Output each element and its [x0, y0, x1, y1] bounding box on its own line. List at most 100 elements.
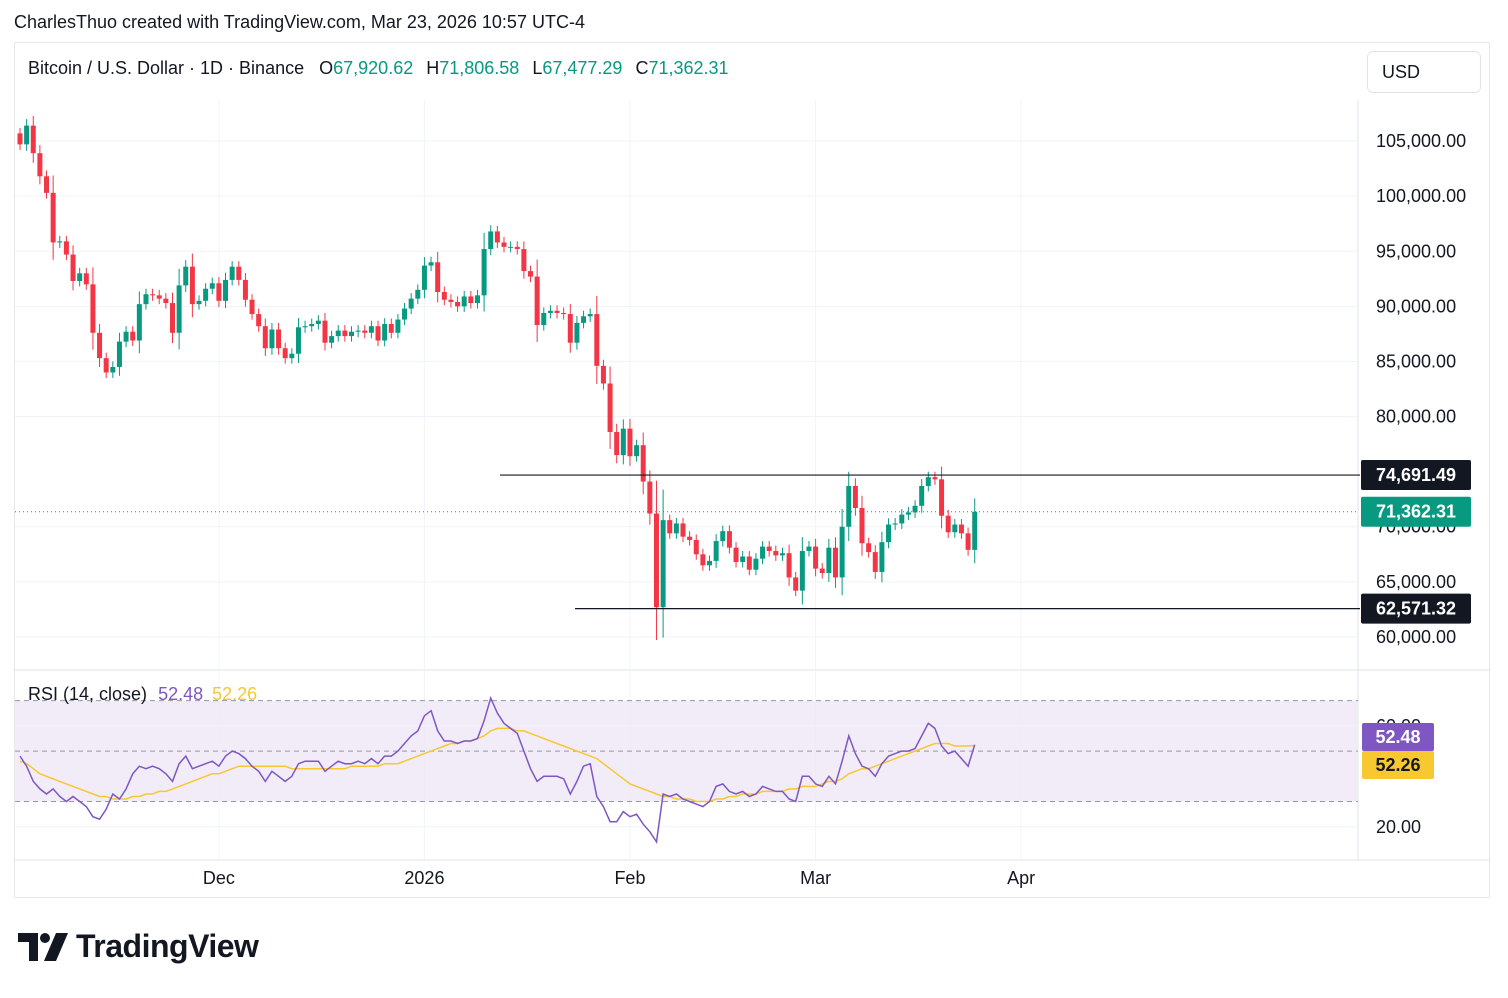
candle-body: [349, 331, 354, 337]
time-axis-tick: Apr: [1007, 868, 1035, 888]
watermark-credit: CharlesThuo created with TradingView.com…: [14, 12, 585, 32]
candle-body: [740, 556, 746, 563]
candle-body: [481, 249, 487, 296]
candle-body: [395, 319, 401, 333]
candle-body: [819, 568, 825, 574]
candle-body: [435, 262, 441, 293]
candle-body: [786, 553, 792, 578]
open-label: O: [319, 58, 334, 78]
candle-body: [362, 330, 368, 333]
candle-body: [229, 266, 235, 280]
candle-body: [295, 327, 301, 354]
tradingview-logo-text: TradingView: [76, 928, 259, 964]
candle-body: [700, 554, 706, 566]
candle-body: [667, 520, 673, 534]
candle-body: [77, 273, 83, 282]
candle-body: [315, 320, 321, 324]
candle-body: [256, 314, 262, 327]
time-axis-tick: 2026: [404, 868, 444, 888]
candle-body: [687, 536, 693, 540]
last-price-label-box: [1361, 496, 1471, 527]
candle-body: [216, 283, 222, 301]
candle-body: [421, 265, 427, 290]
candle-body: [746, 556, 752, 570]
candle-body: [50, 192, 56, 243]
candle-body: [839, 526, 845, 578]
price-axis-tick: 80,000.00: [1376, 407, 1456, 427]
currency-button[interactable]: USD: [1367, 51, 1481, 93]
candle-body: [846, 485, 852, 527]
candle-body: [448, 299, 454, 302]
rsi-ma-legend-value: 52.26: [212, 684, 258, 704]
candle-body: [143, 294, 149, 305]
candle-body: [826, 547, 832, 574]
candle-body: [474, 295, 480, 304]
candle-body: [97, 332, 103, 359]
candle-body: [203, 288, 209, 301]
candle-body: [561, 312, 567, 315]
price-axis-tick: 90,000.00: [1376, 296, 1456, 316]
candle-body: [17, 133, 23, 145]
candle-body: [90, 284, 96, 333]
ohlc-legend: Bitcoin / U.S. Dollar · 1D · Binance O67…: [28, 58, 729, 79]
candle-body: [899, 514, 905, 524]
candle-body: [541, 312, 547, 326]
high-value: 71,806.58: [439, 58, 520, 78]
candle-body: [44, 176, 50, 193]
candle-body: [832, 547, 838, 578]
candle-body: [673, 523, 679, 534]
candle-body: [408, 298, 414, 309]
candle-body: [289, 353, 295, 359]
price-axis-tick: 100,000.00: [1376, 186, 1466, 206]
time-axis-tick: Feb: [614, 868, 645, 888]
candle-body: [760, 546, 766, 559]
candle-body: [733, 547, 739, 563]
candle-body: [773, 550, 779, 556]
close-value: 71,362.31: [648, 58, 729, 78]
candle-body: [945, 515, 951, 533]
price-axis-tick: 95,000.00: [1376, 241, 1456, 261]
candle-body: [388, 323, 394, 333]
price-axis-tick: 85,000.00: [1376, 351, 1456, 371]
candle-body: [620, 428, 626, 456]
candle-body: [70, 254, 76, 282]
candle-body: [209, 283, 215, 289]
candle-body: [574, 322, 580, 343]
candle-body: [242, 279, 248, 300]
candle-body: [521, 249, 527, 272]
candle-body: [534, 276, 540, 326]
tradingview-logo[interactable]: TradingView: [18, 928, 259, 965]
rsi-ma-value-label: 52.26: [1375, 755, 1420, 775]
candle-body: [402, 308, 408, 320]
candle-body: [912, 505, 918, 513]
candle-body: [150, 294, 156, 296]
candle-body: [607, 383, 613, 432]
candle-body: [952, 524, 958, 533]
candle-body: [355, 330, 361, 332]
rsi-legend-label[interactable]: RSI (14, close): [28, 684, 148, 704]
candle-body: [852, 485, 858, 509]
candle-body: [249, 299, 255, 315]
candle-body: [866, 543, 872, 553]
candle-body: [116, 341, 122, 367]
candle-body: [680, 523, 686, 537]
candle-body: [441, 292, 447, 300]
candle-body: [302, 326, 308, 328]
candle-body: [653, 513, 659, 608]
candle-body: [189, 266, 195, 305]
candle-body: [130, 331, 136, 341]
candle-body: [123, 331, 129, 342]
symbol-label[interactable]: Bitcoin / U.S. Dollar · 1D · Binance: [28, 58, 305, 78]
support-price-label: 62,571.32: [1376, 599, 1456, 619]
rsi-ma-line: [19, 727, 975, 803]
high-label: H: [426, 58, 440, 78]
candle-body: [554, 310, 560, 313]
candle-body: [415, 289, 421, 299]
candle-body: [547, 310, 553, 313]
candle-body: [720, 531, 726, 542]
candle-body: [859, 508, 865, 544]
candle-body: [468, 296, 474, 304]
candle-body: [223, 279, 229, 301]
candle-body: [342, 330, 348, 337]
